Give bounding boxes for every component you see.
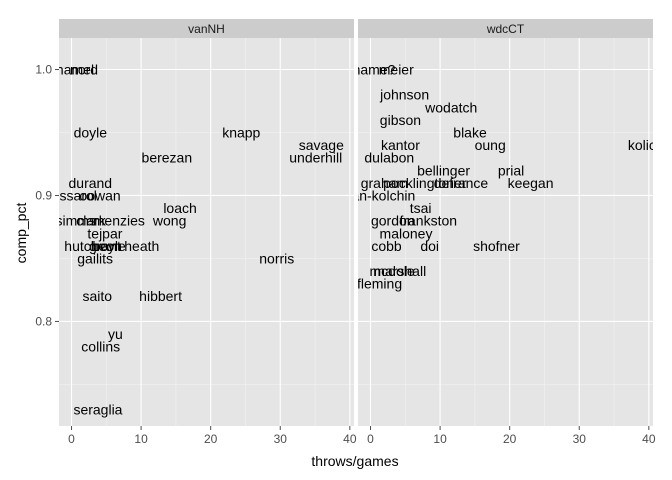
point-label: defrance: [434, 175, 489, 191]
y-axis-title: comp_pct: [13, 203, 29, 264]
point-label: gibson: [380, 112, 421, 128]
point-label: mcdole: [370, 263, 415, 279]
point-label: graham: [361, 175, 408, 191]
y-tick-label: 0.9: [35, 188, 52, 202]
point-label: grant: [89, 238, 121, 254]
point-label: prial: [498, 162, 524, 178]
point-label: hutcheon: [64, 238, 122, 254]
point-label: name?: [353, 61, 396, 77]
x-tick-label: 10: [433, 432, 447, 446]
point-label: kolick: [628, 137, 664, 153]
point-label: tejpar: [87, 225, 122, 241]
point-label: seraglia: [73, 402, 122, 418]
point-label: boyle: [92, 238, 126, 254]
point-label: simms: [55, 213, 95, 229]
point-label: frankston: [399, 213, 457, 229]
point-label: wong: [152, 213, 186, 229]
point-label: norris: [259, 250, 294, 266]
x-tick-label: 40: [642, 432, 656, 446]
point-label: knapp: [222, 124, 260, 140]
y-tick-label: 0.8: [35, 314, 52, 328]
facet-strip-label: wdcCT: [486, 22, 525, 36]
x-tick-label: 20: [503, 432, 517, 446]
panel-background: [59, 38, 354, 426]
point-label: cobb: [371, 238, 402, 254]
point-label: marshall: [373, 263, 426, 279]
panel-wdcCT: wdcCT 0 10 20 30 40 name?meier johnsonwodatchgi…: [326, 19, 664, 446]
point-label: nord: [70, 61, 98, 77]
point-label: bellinger: [417, 162, 470, 178]
y-axis: 0.8 0.9 1.0: [35, 62, 59, 328]
point-label: gailits: [77, 250, 113, 266]
point-label: saito: [82, 288, 112, 304]
x-tick-label: 20: [204, 432, 218, 446]
point-label: loach: [163, 200, 196, 216]
point-label: tsai: [410, 200, 432, 216]
x-tick-label: 0: [68, 432, 75, 446]
point-label: menzies: [93, 213, 145, 229]
x-tick-label: 30: [573, 432, 587, 446]
point-label: dulabon: [364, 150, 414, 166]
facet-strip: [358, 19, 653, 38]
point-label: kantor: [381, 137, 420, 153]
point-label: collins: [81, 339, 120, 355]
x-axis-title: throws/games: [311, 453, 398, 469]
point-label: clark: [76, 213, 107, 229]
point-label: cessarol: [45, 187, 97, 203]
point-label: doyle: [74, 124, 108, 140]
x-tick-label: 30: [274, 432, 288, 446]
point-label: shofner: [473, 238, 520, 254]
facet-strip-label: vanNH: [188, 22, 225, 36]
point-label: gordon: [371, 213, 415, 229]
point-label: doi: [420, 238, 439, 254]
point-label: maloney: [380, 225, 433, 241]
point-label: underhill: [289, 150, 342, 166]
point-label: keegan: [508, 175, 554, 191]
point-label: savage: [299, 137, 344, 153]
point-label: fleming: [357, 276, 402, 292]
panel-background: [358, 38, 653, 426]
x-tick-label: 40: [343, 432, 357, 446]
x-tick-label: 0: [367, 432, 374, 446]
point-label: durand: [69, 175, 113, 191]
point-label: oung: [475, 137, 506, 153]
point-label: yu: [108, 326, 123, 342]
point-label: berezan: [142, 150, 193, 166]
point-label: heath: [124, 238, 159, 254]
point-label: blake: [453, 124, 487, 140]
point-label: boylan-kolchin: [326, 187, 416, 203]
point-label: johnson: [379, 87, 429, 103]
point-label: oowan: [79, 187, 120, 203]
point-label: pocklingtoner: [383, 175, 467, 191]
point-label: meier: [379, 61, 414, 77]
point-label: hamel: [56, 61, 94, 77]
point-label: hibbert: [139, 288, 182, 304]
point-label: wodatch: [424, 99, 477, 115]
x-tick-label: 10: [134, 432, 148, 446]
y-tick-label: 1.0: [35, 62, 52, 76]
facet-strip: [59, 19, 354, 38]
